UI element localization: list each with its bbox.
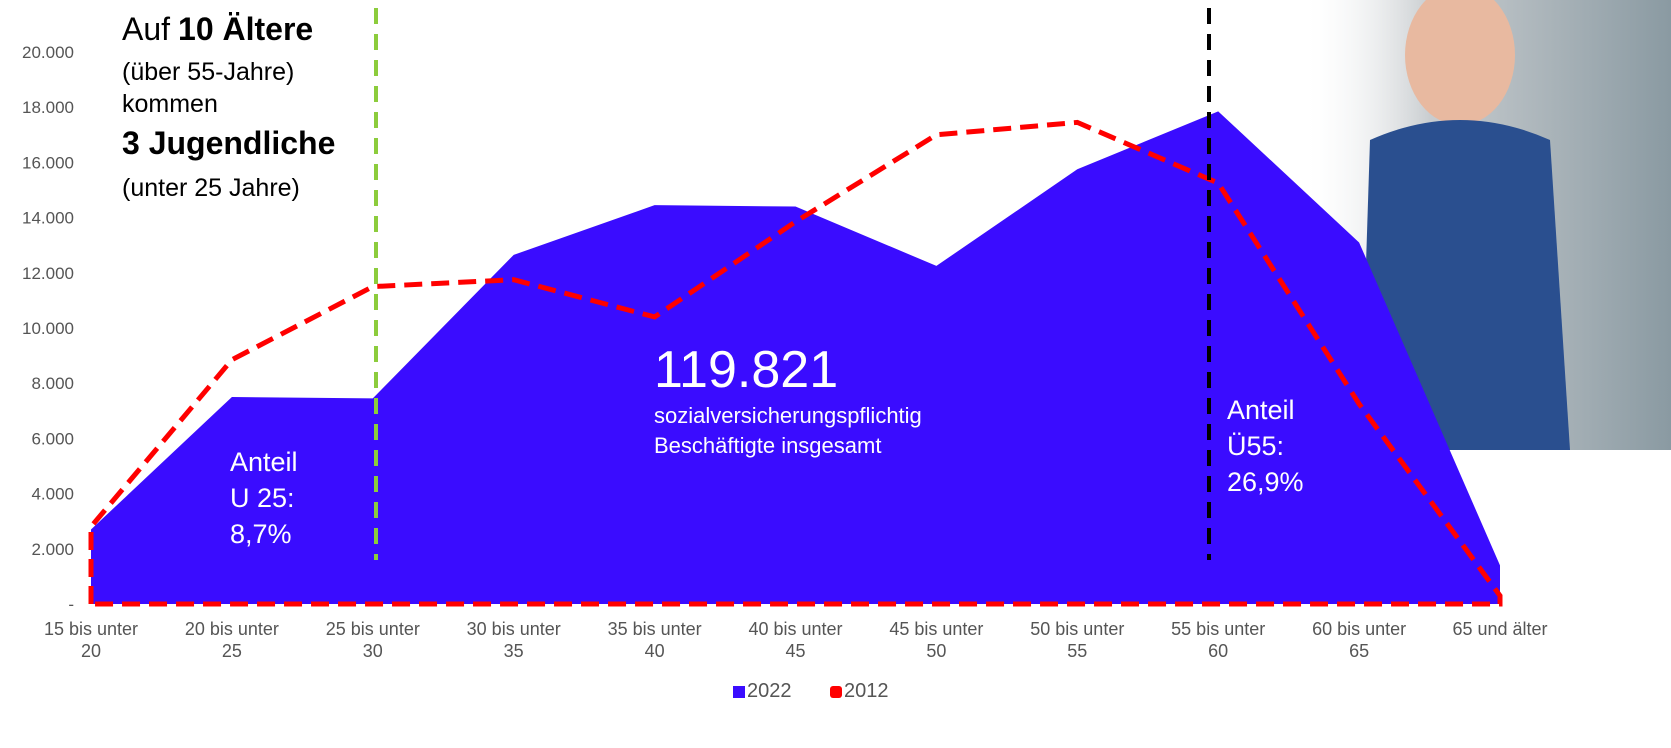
- share-u25: 8,7%: [230, 519, 292, 549]
- y-tick-label: 14.000: [22, 209, 74, 228]
- y-tick-label: 20.000: [22, 43, 74, 62]
- x-tick-label: 20 bis unter 25: [176, 618, 288, 662]
- y-tick-label: 12.000: [22, 264, 74, 283]
- headline-text: (über 55-Jahre): [122, 58, 294, 86]
- x-tick-label: 50 bis unter 55: [1021, 618, 1133, 662]
- headline-text: 10 Ältere: [178, 11, 313, 47]
- share-ue55: Anteil: [1227, 395, 1295, 425]
- legend-label: 2012: [844, 680, 889, 703]
- headline-text: 3 Jugendliche: [122, 125, 335, 161]
- share-ue55: Ü55:: [1227, 431, 1284, 461]
- y-tick-label: 4.000: [31, 485, 74, 504]
- share-u25: Anteil: [230, 447, 298, 477]
- headline-text: Auf: [122, 11, 170, 47]
- headline-text: (unter 25 Jahre): [122, 174, 300, 202]
- x-tick-label: 45 bis unter 50: [880, 618, 992, 662]
- share-u25: U 25:: [230, 483, 295, 513]
- headline-text: kommen: [122, 90, 218, 118]
- y-tick-label: 2.000: [31, 540, 74, 559]
- legend-swatch: [733, 686, 745, 698]
- x-tick-label: 35 bis unter 40: [599, 618, 711, 662]
- x-tick-label: 60 bis unter 65: [1303, 618, 1415, 662]
- page: - 2.000 4.000 6.000 8.000 10.000 12.000 14.000 1…: [0, 0, 1671, 748]
- x-tick-label: 55 bis unter 60: [1162, 618, 1274, 662]
- y-tick-label: -: [68, 595, 74, 614]
- total-caption: Beschäftigte insgesamt: [654, 433, 881, 458]
- total-caption: sozialversicherungspflichtig: [654, 403, 922, 428]
- legend-swatch: [830, 686, 842, 698]
- share-ue55: 26,9%: [1227, 467, 1304, 497]
- x-tick-label: 25 bis unter 30: [317, 618, 429, 662]
- legend-label: 2022: [747, 680, 792, 703]
- x-tick-label: 65 und älter: [1444, 618, 1556, 640]
- y-tick-label: 8.000: [31, 374, 74, 393]
- y-tick-label: 18.000: [22, 98, 74, 117]
- y-tick-label: 16.000: [22, 153, 74, 172]
- x-tick-label: 40 bis unter 45: [740, 618, 852, 662]
- x-tick-label: 30 bis unter 35: [458, 618, 570, 662]
- total: 119.821: [654, 341, 838, 399]
- y-tick-label: 10.000: [22, 319, 74, 338]
- x-tick-label: 15 bis unter 20: [35, 618, 147, 662]
- y-tick-label: 6.000: [31, 429, 74, 448]
